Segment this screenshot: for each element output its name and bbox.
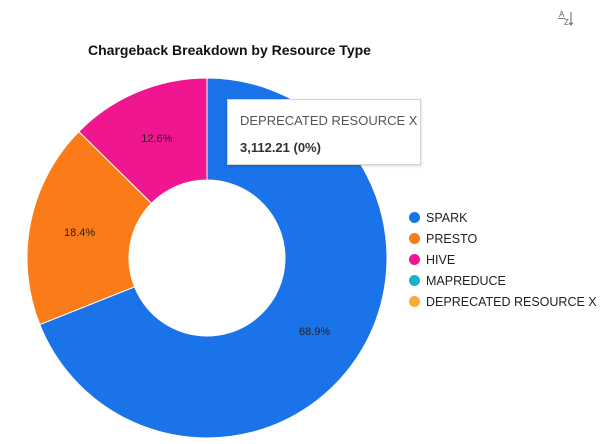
- legend-dot-deprecated-resource-x: [409, 296, 420, 307]
- legend-dot-presto: [409, 233, 420, 244]
- legend-label-mapreduce: MAPREDUCE: [426, 273, 506, 288]
- legend-label-hive: HIVE: [426, 252, 456, 267]
- legend-dot-mapreduce: [409, 275, 420, 286]
- legend-item-deprecated-resource-x[interactable]: DEPRECATED RESOURCE X: [409, 291, 597, 312]
- chart-tooltip: DEPRECATED RESOURCE X 3,112.21 (0%): [227, 99, 421, 165]
- chart-legend: SPARK PRESTO HIVE MAPREDUCE DEPRECATED R…: [409, 207, 597, 312]
- legend-item-spark[interactable]: SPARK: [409, 207, 597, 228]
- slice-spark[interactable]: [39, 77, 388, 439]
- tooltip-series-name: DEPRECATED RESOURCE X: [240, 113, 418, 128]
- tooltip-series-value: 3,112.21 (0%): [240, 140, 321, 155]
- slice-hive[interactable]: [78, 77, 208, 204]
- legend-label-spark: SPARK: [426, 210, 468, 225]
- legend-label-deprecated-resource-x: DEPRECATED RESOURCE X: [426, 294, 597, 309]
- chart-title: Chargeback Breakdown by Resource Type: [88, 42, 371, 58]
- slice-presto[interactable]: [26, 130, 153, 326]
- slice-label-hive: 12.6%: [141, 133, 172, 145]
- slice-label-presto: 18.4%: [64, 227, 95, 239]
- sort-icon-top-letter: A: [559, 10, 565, 19]
- sort-icon-bottom-letter: Z: [564, 18, 569, 27]
- sort-alpha-icon[interactable]: A Z: [556, 9, 576, 27]
- legend-item-mapreduce[interactable]: MAPREDUCE: [409, 270, 597, 291]
- legend-dot-spark: [409, 212, 420, 223]
- legend-item-hive[interactable]: HIVE: [409, 249, 597, 270]
- legend-item-presto[interactable]: PRESTO: [409, 228, 597, 249]
- legend-label-presto: PRESTO: [426, 231, 478, 246]
- legend-dot-hive: [409, 254, 420, 265]
- slice-label-spark: 68.9%: [299, 326, 330, 338]
